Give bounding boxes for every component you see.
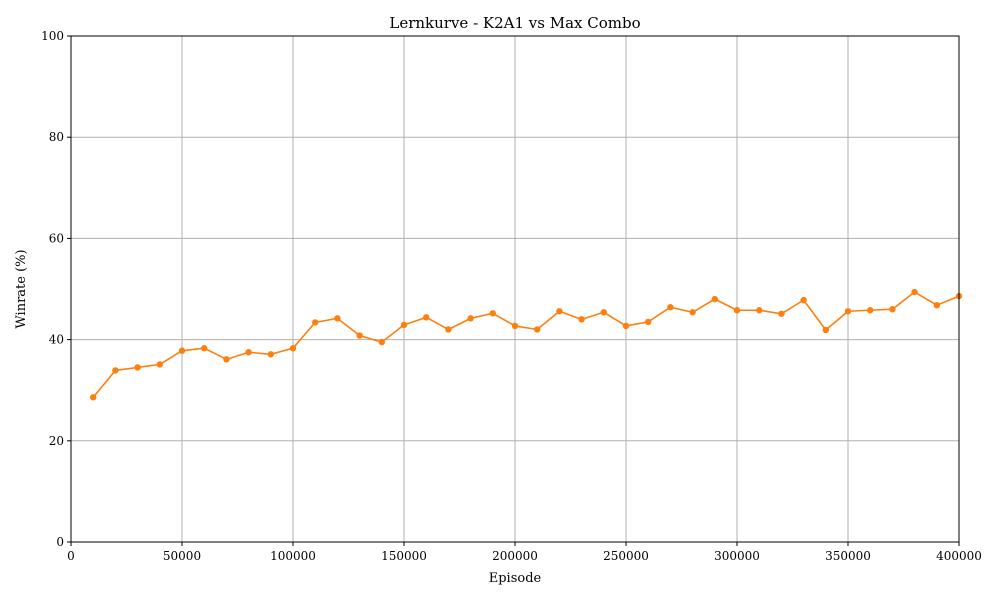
data-point: [400, 321, 408, 329]
data-point: [445, 326, 452, 333]
data-point: [556, 308, 563, 315]
x-tick-label: 300000: [714, 549, 760, 563]
chart-title: Lernkurve - K2A1 vs Max Combo: [389, 14, 640, 32]
data-point: [911, 288, 918, 296]
y-tick-label: 0: [56, 535, 64, 549]
x-tick-label: 350000: [825, 549, 871, 563]
y-axis-label: Winrate (%): [14, 249, 29, 328]
data-point: [889, 306, 896, 313]
data-point: [733, 307, 741, 314]
y-tick-label: 20: [49, 434, 64, 448]
data-point: [267, 351, 274, 358]
x-tick-label: 0: [67, 549, 75, 563]
data-point: [489, 310, 496, 317]
data-point: [933, 301, 940, 309]
data-point: [423, 314, 430, 321]
data-point: [756, 307, 763, 314]
data-point: [356, 332, 363, 339]
data-point: [822, 326, 829, 334]
data-point: [156, 361, 163, 368]
series-points: [90, 288, 963, 401]
data-point: [90, 394, 97, 401]
y-tick-label: 80: [49, 130, 64, 144]
data-point: [867, 307, 874, 314]
axis-ticks: 0 50000 100000 150000 200000 250000 300000 3500…: [41, 29, 982, 563]
data-point: [334, 315, 341, 322]
data-point: [223, 356, 230, 363]
grid-lines: [70, 35, 960, 543]
x-tick-label: 150000: [381, 549, 427, 563]
y-tick-label: 60: [49, 231, 64, 245]
series-line-layer: [92, 291, 960, 398]
y-tick-label: 40: [49, 333, 64, 347]
data-point: [844, 308, 852, 315]
x-tick-label: 400000: [936, 549, 982, 563]
x-axis-label: Episode: [489, 571, 542, 586]
data-point: [711, 295, 718, 303]
data-point: [689, 309, 696, 316]
data-point: [467, 315, 474, 322]
data-point: [578, 316, 585, 323]
y-tick-label: 100: [41, 29, 64, 43]
x-tick-label: 100000: [270, 549, 316, 563]
data-point: [667, 304, 674, 311]
series-line: [92, 291, 960, 398]
data-point: [534, 326, 541, 333]
x-tick-label: 250000: [603, 549, 649, 563]
data-point: [778, 310, 785, 317]
data-point: [312, 319, 319, 326]
data-point: [378, 338, 385, 346]
data-point: [600, 309, 607, 316]
data-point: [245, 349, 252, 356]
data-point: [112, 367, 119, 374]
data-point: [800, 296, 807, 304]
data-point: [201, 345, 208, 352]
data-point: [511, 322, 519, 330]
x-tick-label: 50000: [163, 549, 201, 563]
data-point: [289, 345, 297, 352]
x-tick-label: 200000: [492, 549, 538, 563]
data-point: [134, 364, 141, 371]
data-point: [178, 347, 186, 354]
data-point: [622, 322, 630, 330]
data-point: [645, 318, 652, 326]
